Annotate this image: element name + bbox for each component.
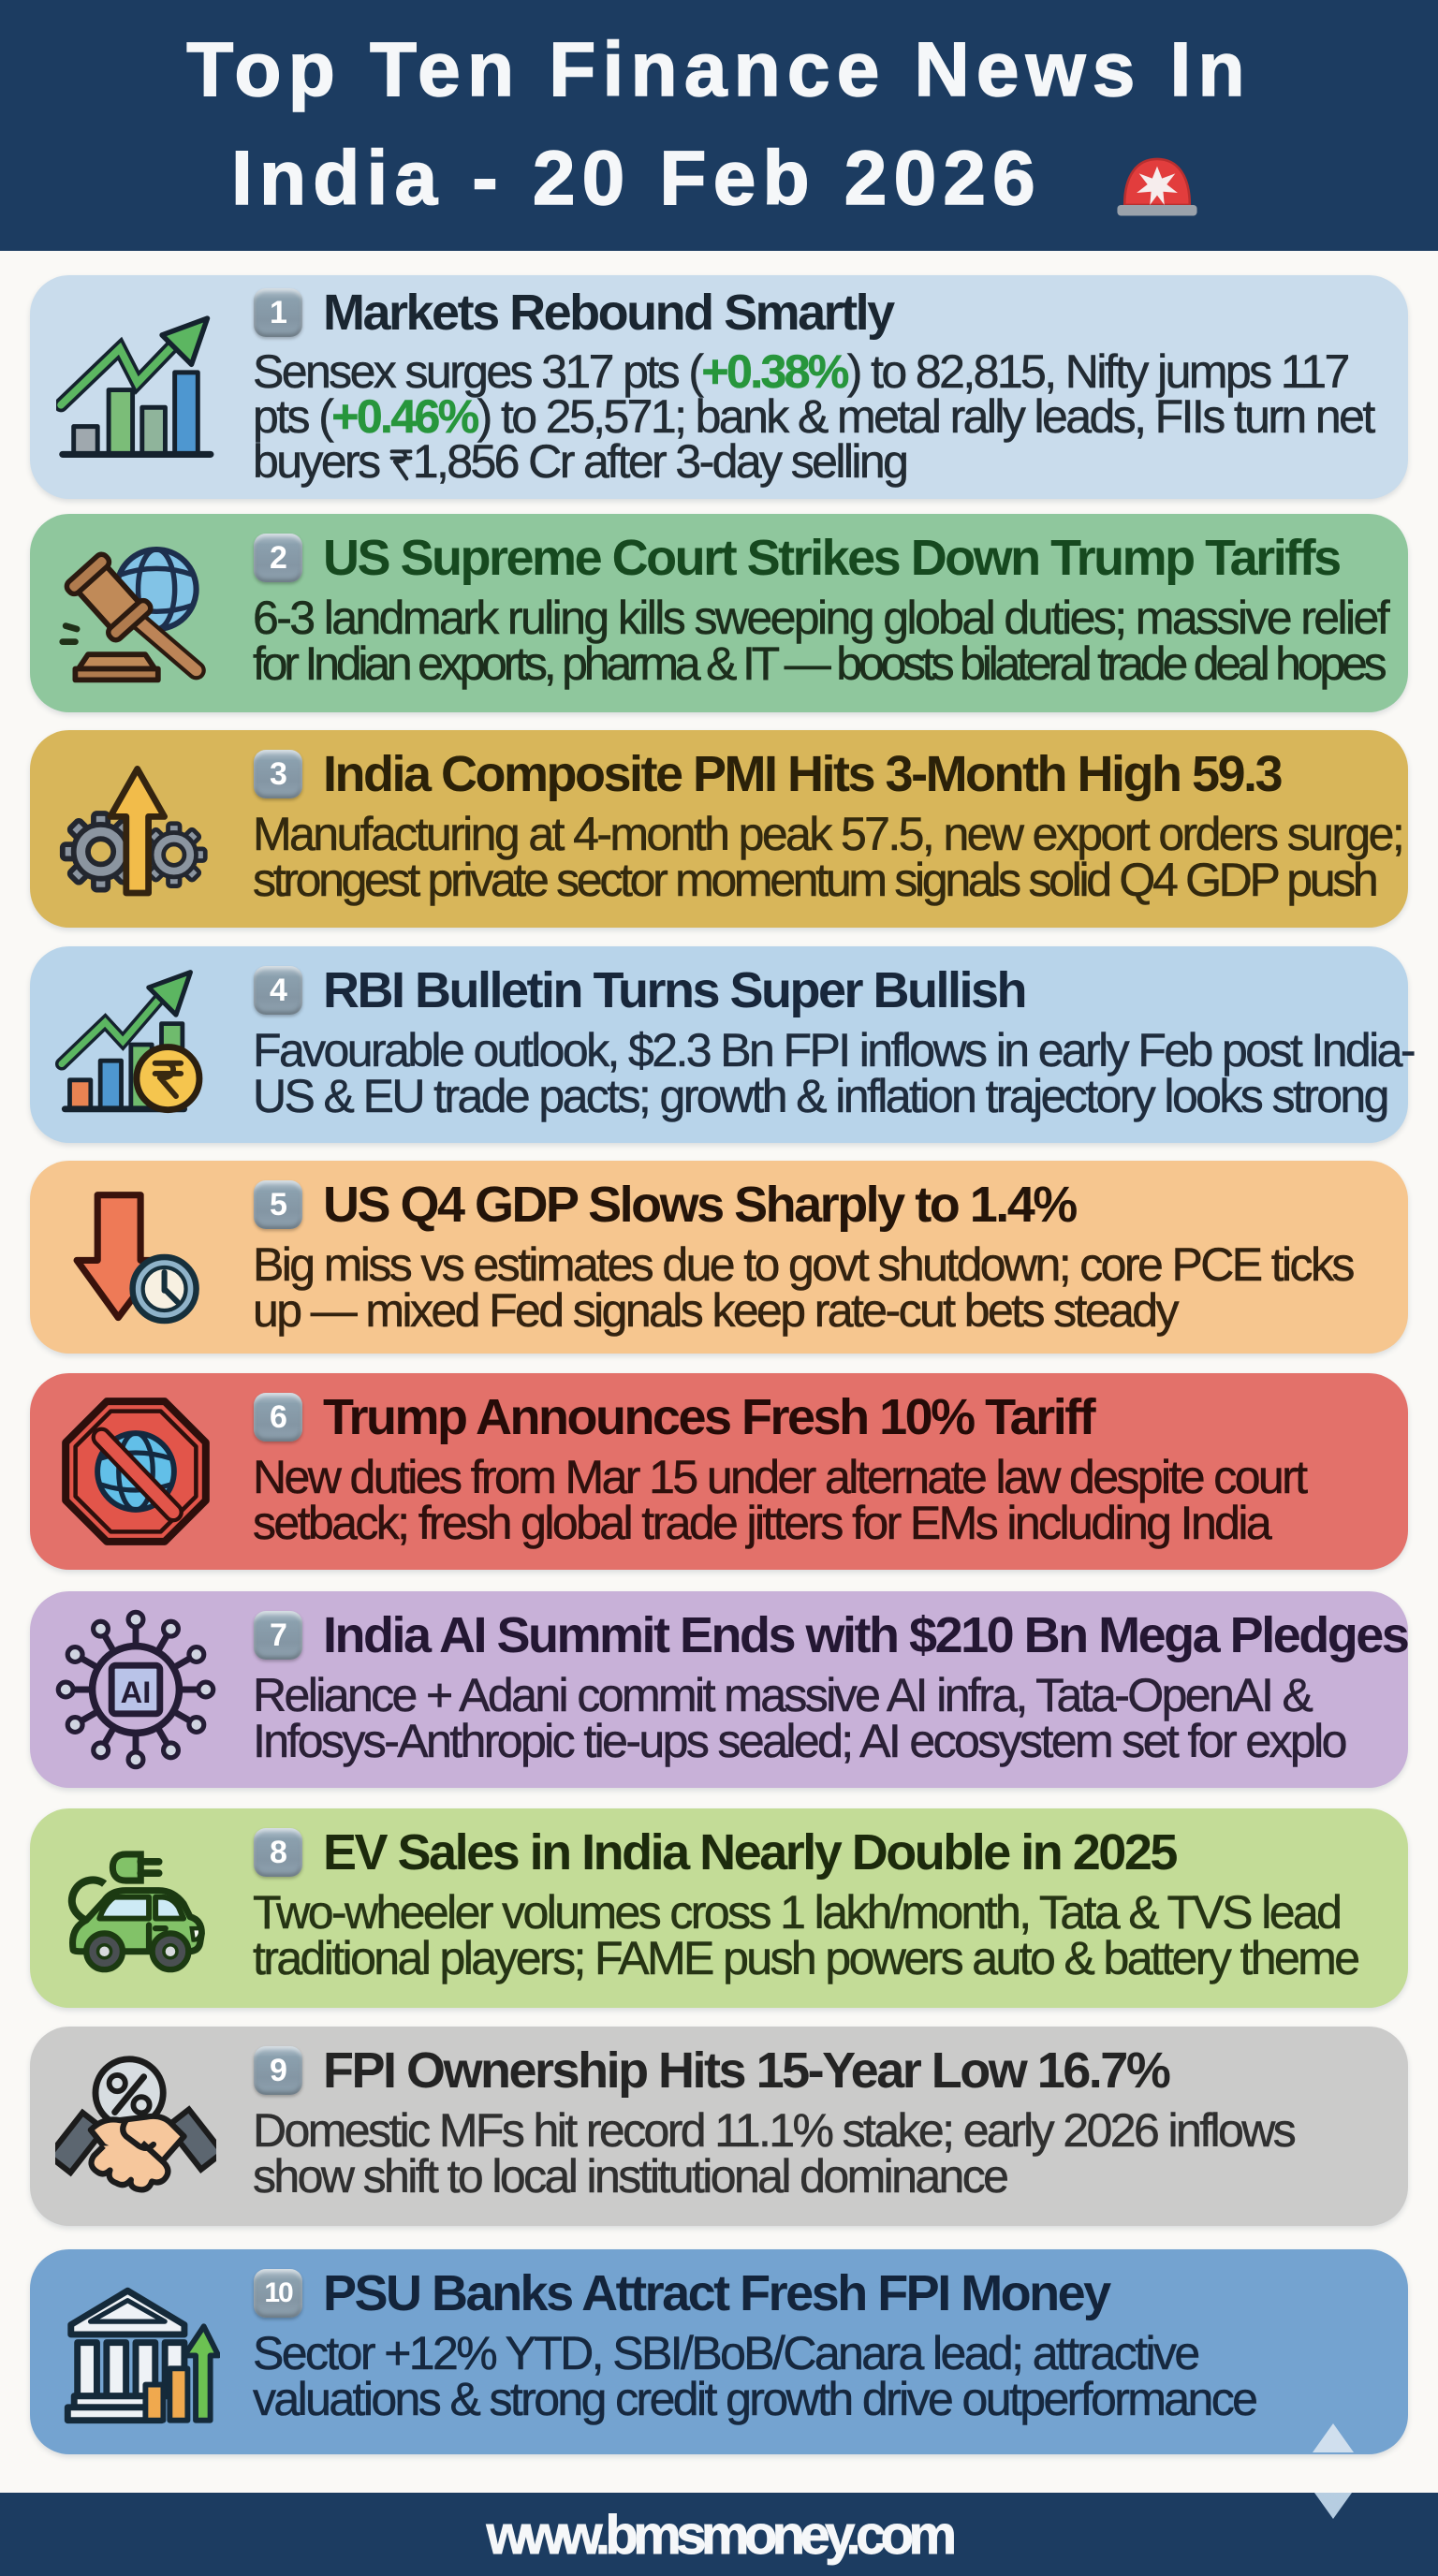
svg-text:AI: AI	[121, 1675, 152, 1709]
